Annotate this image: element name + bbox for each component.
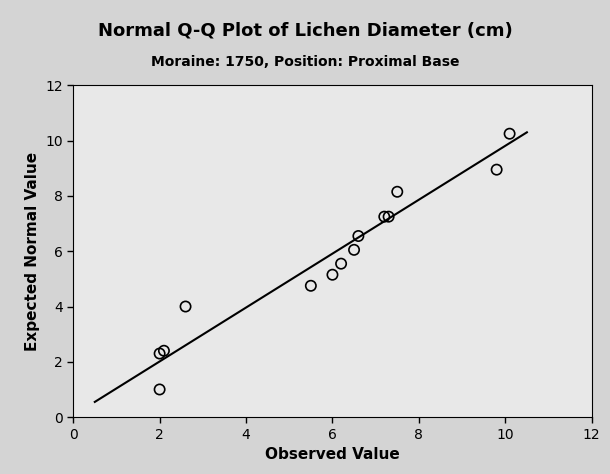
Point bbox=[349, 246, 359, 254]
Point bbox=[379, 213, 389, 220]
Text: Moraine: 1750, Position: Proximal Base: Moraine: 1750, Position: Proximal Base bbox=[151, 55, 459, 69]
Point bbox=[155, 350, 165, 357]
Point bbox=[328, 271, 337, 279]
Point bbox=[384, 213, 393, 220]
Point bbox=[159, 347, 169, 355]
Point bbox=[155, 386, 165, 393]
Point bbox=[504, 130, 514, 137]
X-axis label: Observed Value: Observed Value bbox=[265, 447, 400, 462]
Point bbox=[492, 166, 501, 173]
Point bbox=[336, 260, 346, 267]
Text: Normal Q-Q Plot of Lichen Diameter (cm): Normal Q-Q Plot of Lichen Diameter (cm) bbox=[98, 21, 512, 39]
Point bbox=[392, 188, 402, 196]
Point bbox=[306, 282, 316, 290]
Point bbox=[353, 232, 363, 240]
Y-axis label: Expected Normal Value: Expected Normal Value bbox=[24, 152, 40, 351]
Point bbox=[181, 303, 190, 310]
